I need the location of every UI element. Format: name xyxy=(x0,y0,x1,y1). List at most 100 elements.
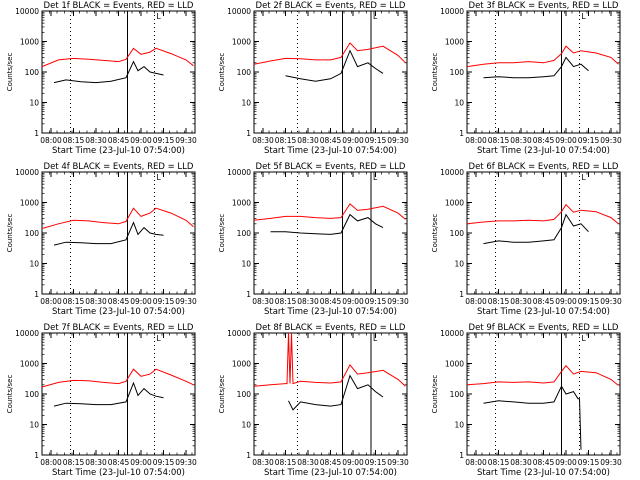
plot-frame xyxy=(41,332,196,456)
plot-frame xyxy=(41,10,196,134)
x-tick-label: 08:15 xyxy=(275,458,297,467)
y-axis-label: Counts/sec xyxy=(431,53,439,92)
panel-title: Det 7f BLACK = Events, RED = LLD xyxy=(44,323,194,333)
x-tick-label: 09:15 xyxy=(153,458,175,467)
y-axis-label: Counts/sec xyxy=(6,375,14,414)
panel-title: Det 5f BLACK = Events, RED = LLD xyxy=(256,162,406,172)
x-tick-label: 08:45 xyxy=(320,297,342,306)
events-series-line xyxy=(270,213,384,235)
x-tick-label: 08:15 xyxy=(275,136,297,145)
events-series-line xyxy=(53,60,164,84)
plot-frame xyxy=(466,171,621,295)
y-axis-label: Counts/sec xyxy=(431,214,439,253)
y-tick-label: 10 xyxy=(241,260,251,269)
panel-det-5: Det 5f BLACK = Events, RED = LLD 1 10 100 10… xyxy=(218,162,409,317)
y-tick-label: 100 xyxy=(450,68,465,77)
y-tick-label: 10 xyxy=(454,421,464,430)
y-tick-label: 100 xyxy=(25,229,40,238)
panel-title: Det 8f BLACK = Events, RED = LLD xyxy=(256,323,406,333)
y-tick-label: 1 xyxy=(34,290,39,299)
y-tick-label: 100 xyxy=(237,68,252,77)
x-tick-label: 09:15 xyxy=(365,297,387,306)
y-tick-label: 10000 xyxy=(15,329,39,338)
x-tick-label: 08:15 xyxy=(488,136,510,145)
y-tick-label: 100 xyxy=(237,390,252,399)
y-axis-label: Counts/sec xyxy=(6,214,14,253)
x-axis-label: Start Time (23-Jul-10 07:54:00) xyxy=(52,307,185,317)
panel-title: Det 9f BLACK = Events, RED = LLD xyxy=(469,323,619,333)
lld-series-line xyxy=(253,203,406,221)
panel-title: Det 1f BLACK = Events, RED = LLD xyxy=(44,1,194,11)
x-tick-label: 08:45 xyxy=(320,136,342,145)
x-tick-label: 09:30 xyxy=(600,458,622,467)
y-tick-label: 100 xyxy=(25,68,40,77)
marker-label: L xyxy=(157,173,162,182)
x-tick-label: 08:30 xyxy=(252,458,274,467)
y-tick-label: 10 xyxy=(454,260,464,269)
x-tick-label: 08:30 xyxy=(510,458,532,467)
x-tick-label: 09:00 xyxy=(555,458,577,467)
marker-label: L xyxy=(157,334,162,343)
panel-title: Det 4f BLACK = Events, RED = LLD xyxy=(44,162,194,172)
x-tick-label: 08:15 xyxy=(275,297,297,306)
panel-det-7: Det 7f BLACK = Events, RED = LLD 1 10 100 10… xyxy=(6,323,197,478)
y-axis-label: Counts/sec xyxy=(218,375,226,414)
x-tick-label: 08:30 xyxy=(85,458,107,467)
x-tick-label: 08:30 xyxy=(297,136,319,145)
y-tick-label: 100 xyxy=(25,390,40,399)
x-tick-label: 08:15 xyxy=(63,458,85,467)
x-tick-label: 08:30 xyxy=(510,136,532,145)
x-tick-label: 08:30 xyxy=(252,136,274,145)
panel-det-4: Det 4f BLACK = Events, RED = LLD 1 10 100 10… xyxy=(6,162,197,317)
y-tick-label: 10000 xyxy=(440,168,464,177)
x-tick-label: 09:15 xyxy=(153,297,175,306)
y-axis-label: Counts/sec xyxy=(218,214,226,253)
x-tick-label: 08:00 xyxy=(40,297,62,306)
x-tick-label: 09:15 xyxy=(578,136,600,145)
x-tick-label: 08:45 xyxy=(108,297,130,306)
lld-series-line xyxy=(466,203,619,225)
y-tick-label: 10 xyxy=(29,260,39,269)
events-series-line xyxy=(53,221,164,246)
y-tick-label: 10000 xyxy=(440,7,464,16)
x-tick-label: 09:15 xyxy=(578,297,600,306)
marker-label: L xyxy=(582,173,587,182)
x-tick-label: 08:00 xyxy=(40,136,62,145)
x-tick-label: 08:45 xyxy=(108,458,130,467)
y-tick-label: 1000 xyxy=(20,199,39,208)
y-tick-label: 1000 xyxy=(232,360,251,369)
y-axis-label: Counts/sec xyxy=(6,53,14,92)
x-tick-label: 08:00 xyxy=(40,458,62,467)
y-axis-label: Counts/sec xyxy=(431,375,439,414)
y-tick-label: 1 xyxy=(246,451,251,460)
plot-frame xyxy=(253,332,408,456)
x-axis-label: Start Time (23-Jul-10 07:54:00) xyxy=(477,468,610,478)
x-tick-label: 08:30 xyxy=(297,297,319,306)
x-tick-label: 09:30 xyxy=(175,458,197,467)
y-tick-label: 1000 xyxy=(445,360,464,369)
lld-series-line xyxy=(41,368,194,388)
y-tick-label: 100 xyxy=(450,229,465,238)
x-tick-label: 09:00 xyxy=(130,297,152,306)
x-tick-label: 08:30 xyxy=(297,458,319,467)
y-axis-label: Counts/sec xyxy=(218,53,226,92)
y-tick-label: 10000 xyxy=(227,168,251,177)
y-tick-label: 1 xyxy=(459,290,464,299)
panel-det-3: Det 3f BLACK = Events, RED = LLD 1 10 100 10… xyxy=(431,1,622,156)
y-tick-label: 1000 xyxy=(445,38,464,47)
y-tick-label: 10000 xyxy=(227,329,251,338)
x-axis-label: Start Time (23-Jul-10 07:54:00) xyxy=(52,146,185,156)
panel-det-8: Det 8f BLACK = Events, RED = LLD 1 10 100 10… xyxy=(218,323,409,478)
y-tick-label: 1 xyxy=(459,451,464,460)
y-tick-label: 10 xyxy=(454,99,464,108)
x-axis-label: Start Time (23-Jul-10 07:54:00) xyxy=(477,146,610,156)
lld-series-line xyxy=(466,45,619,68)
x-tick-label: 08:45 xyxy=(533,297,555,306)
x-tick-label: 09:30 xyxy=(387,136,409,145)
x-tick-label: 09:30 xyxy=(387,297,409,306)
x-tick-label: 08:00 xyxy=(465,136,487,145)
events-series-line xyxy=(53,381,164,407)
x-axis-label: Start Time (23-Jul-10 07:54:00) xyxy=(264,468,397,478)
x-tick-label: 08:15 xyxy=(488,458,510,467)
lld-series-line xyxy=(41,47,194,68)
